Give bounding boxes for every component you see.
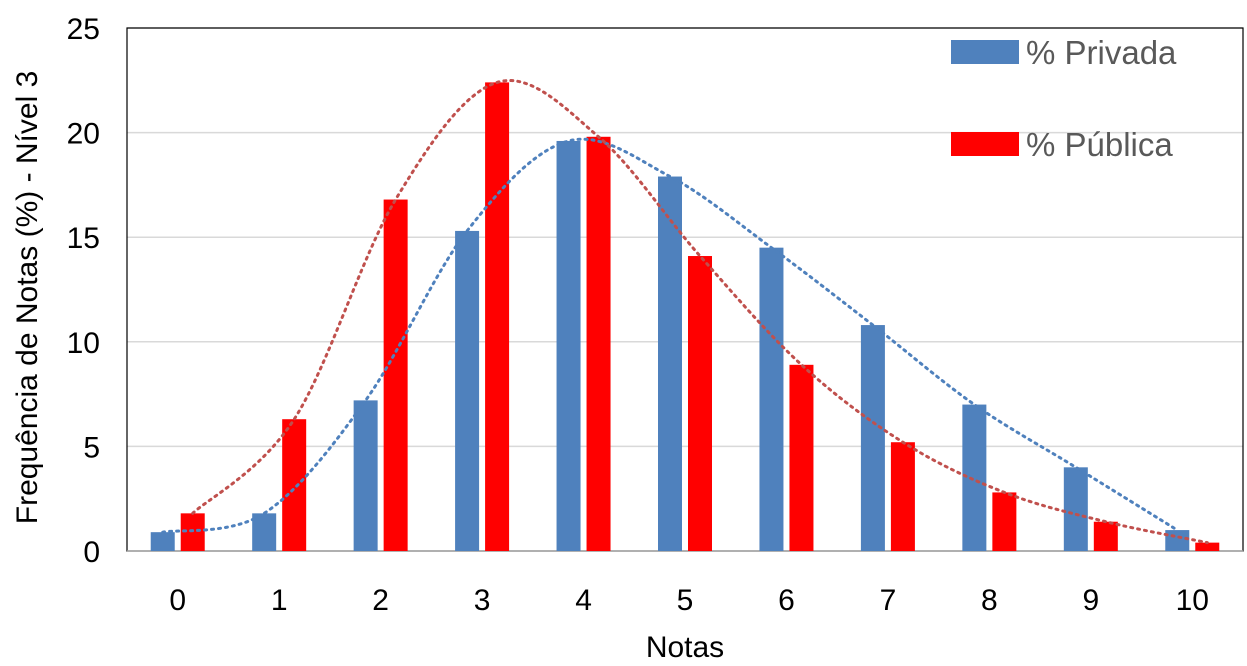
y-axis-label: Frequência de Notas (%) - Nível 3 [11,71,44,525]
bar-privada-7 [860,325,885,551]
legend-swatch-publica [951,132,1019,156]
x-tick-label-4: 4 [575,584,592,617]
x-tick-label-2: 2 [372,584,389,617]
bar-publica-2 [383,199,408,551]
y-tick-label-25: 25 [67,13,100,46]
y-tick-label-10: 10 [67,327,100,360]
legend-label-publica: % Pública [1026,126,1173,163]
bar-publica-5 [688,256,712,551]
y-axis-ticks: 0 5 10 15 20 25 [67,13,100,569]
x-tick-label-1: 1 [271,584,288,617]
bar-publica-4 [586,136,611,551]
legend-label-privada: % Privada [1026,34,1177,71]
x-tick-label-6: 6 [778,584,795,617]
x-tick-label-9: 9 [1082,584,1099,617]
x-axis-label: Notas [646,631,724,664]
trendlines [161,79,1209,545]
y-tick-label-15: 15 [67,222,100,255]
bar-publica-6 [789,364,814,551]
bar-privada-8 [962,404,987,551]
y-tick-label-20: 20 [67,118,100,151]
plot-frame [126,27,1244,552]
trendline-privada [161,137,1179,534]
bar-publica-8 [992,492,1017,551]
x-tick-label-10: 10 [1176,584,1209,617]
bar-privada-5 [658,176,682,552]
bar-privada-10 [1165,530,1190,551]
x-tick-label-7: 7 [880,584,897,617]
legend: % Privada % Pública [951,34,1177,163]
x-tick-label-8: 8 [981,584,998,617]
y-tick-label-0: 0 [83,536,100,569]
bars [150,82,1220,552]
bar-privada-0 [150,532,175,551]
x-tick-label-3: 3 [474,584,491,617]
bar-publica-3 [485,82,510,551]
x-tick-label-0: 0 [169,584,186,617]
bar-privada-3 [455,230,480,551]
bar-publica-10 [1195,542,1220,551]
bar-privada-9 [1063,467,1088,551]
x-tick-label-5: 5 [677,584,694,617]
bar-publica-1 [282,419,307,551]
bar-privada-1 [252,513,277,551]
legend-swatch-privada [951,40,1019,64]
x-axis-ticks: 0 1 2 3 4 5 6 7 8 9 10 [169,584,1209,617]
y-tick-label-5: 5 [83,431,100,464]
bar-publica-7 [890,442,915,551]
bar-publica-9 [1093,521,1118,551]
trendline-publica [191,79,1209,545]
bar-privada-2 [353,400,378,551]
bar-privada-6 [759,247,784,551]
bar-privada-4 [556,140,581,551]
